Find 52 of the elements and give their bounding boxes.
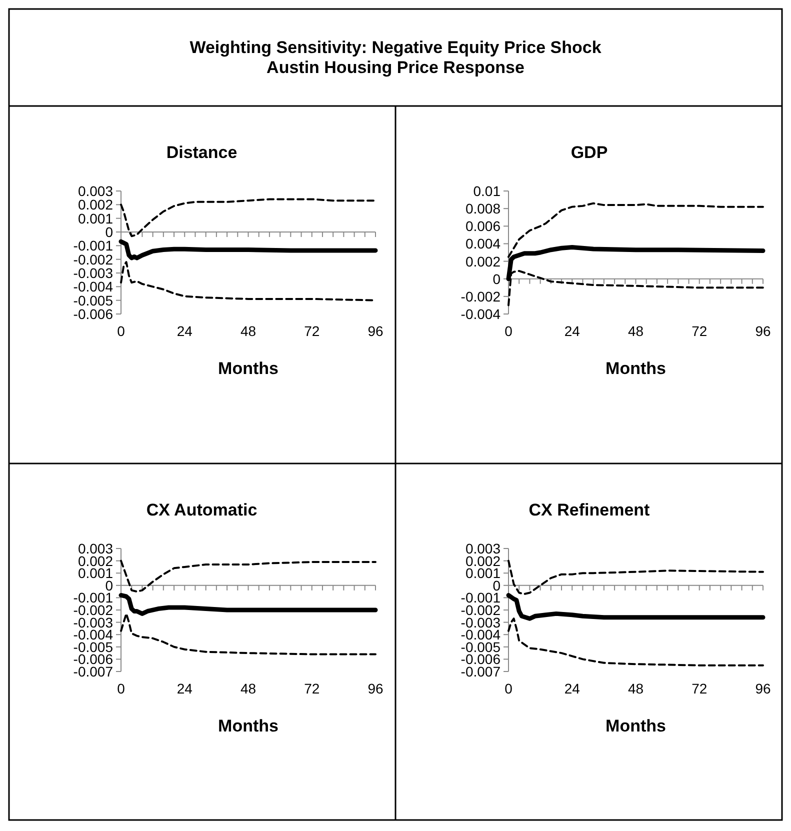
x-tick-label: 72 <box>692 323 708 339</box>
chart-title: Distance <box>166 143 238 162</box>
x-axis-title: Months <box>606 716 666 736</box>
y-tick-label: -0.002 <box>460 288 501 304</box>
text: Weighting Sensitivity: Negative Equity Price Shock Austin Housing Price Response <box>190 38 602 77</box>
y-tick-label: 0.008 <box>465 200 501 217</box>
x-axis-title: Months <box>218 716 278 736</box>
x-tick-label: 48 <box>240 323 256 339</box>
x-tick-label: 0 <box>504 323 513 339</box>
y-tick-label: -0.003 <box>73 265 114 281</box>
x-tick-label: 24 <box>564 680 580 696</box>
line-series <box>508 618 764 666</box>
y-tick-label: 0.002 <box>465 253 501 270</box>
x-tick-label: 24 <box>564 323 580 339</box>
y-tick-label: 0.001 <box>78 210 114 226</box>
y-tick-label: -0.006 <box>73 306 114 322</box>
x-tick-label: 48 <box>628 680 644 696</box>
y-tick-label: 0.003 <box>78 183 114 199</box>
y-tick-label: -0.004 <box>73 278 114 295</box>
x-tick-label: 48 <box>240 680 256 696</box>
x-tick-label: 24 <box>176 323 193 339</box>
x-tick-label: 96 <box>368 680 384 696</box>
chart-title: CX Refinement <box>528 500 650 520</box>
line-series <box>118 239 378 260</box>
y-tick-label: 0 <box>105 224 114 240</box>
x-tick-label: 48 <box>628 323 644 339</box>
y-tick-label: -0.002 <box>73 251 114 268</box>
x-tick-label: 96 <box>755 680 771 696</box>
y-tick-label: 0.006 <box>465 218 501 234</box>
x-tick-label: 72 <box>304 680 320 696</box>
y-tick-label: -0.005 <box>73 292 114 308</box>
chart-title: CX Automatic <box>146 500 258 520</box>
y-tick-label: 0 <box>492 270 501 287</box>
y-tick-label: 0.01 <box>473 183 501 199</box>
x-axis-title: Months <box>218 359 278 378</box>
x-tick-label: 96 <box>368 323 384 339</box>
x-tick-label: 0 <box>117 323 126 339</box>
y-tick-label: 0.004 <box>465 236 501 252</box>
y-tick-label: -0.001 <box>73 238 114 254</box>
line-series <box>506 592 766 621</box>
x-tick-label: 72 <box>304 323 320 339</box>
x-tick-label: 0 <box>117 680 126 696</box>
x-axis-title: Months <box>606 359 666 378</box>
x-tick-label: 0 <box>504 680 513 696</box>
y-tick-label: 0.002 <box>78 196 114 213</box>
x-tick-label: 24 <box>176 680 193 696</box>
line-series <box>118 592 378 616</box>
line-series <box>120 612 376 656</box>
y-tick-label: -0.004 <box>460 306 501 322</box>
x-tick-label: 96 <box>755 323 771 339</box>
x-tick-label: 72 <box>692 680 708 696</box>
chart-title: GDP <box>570 143 608 162</box>
